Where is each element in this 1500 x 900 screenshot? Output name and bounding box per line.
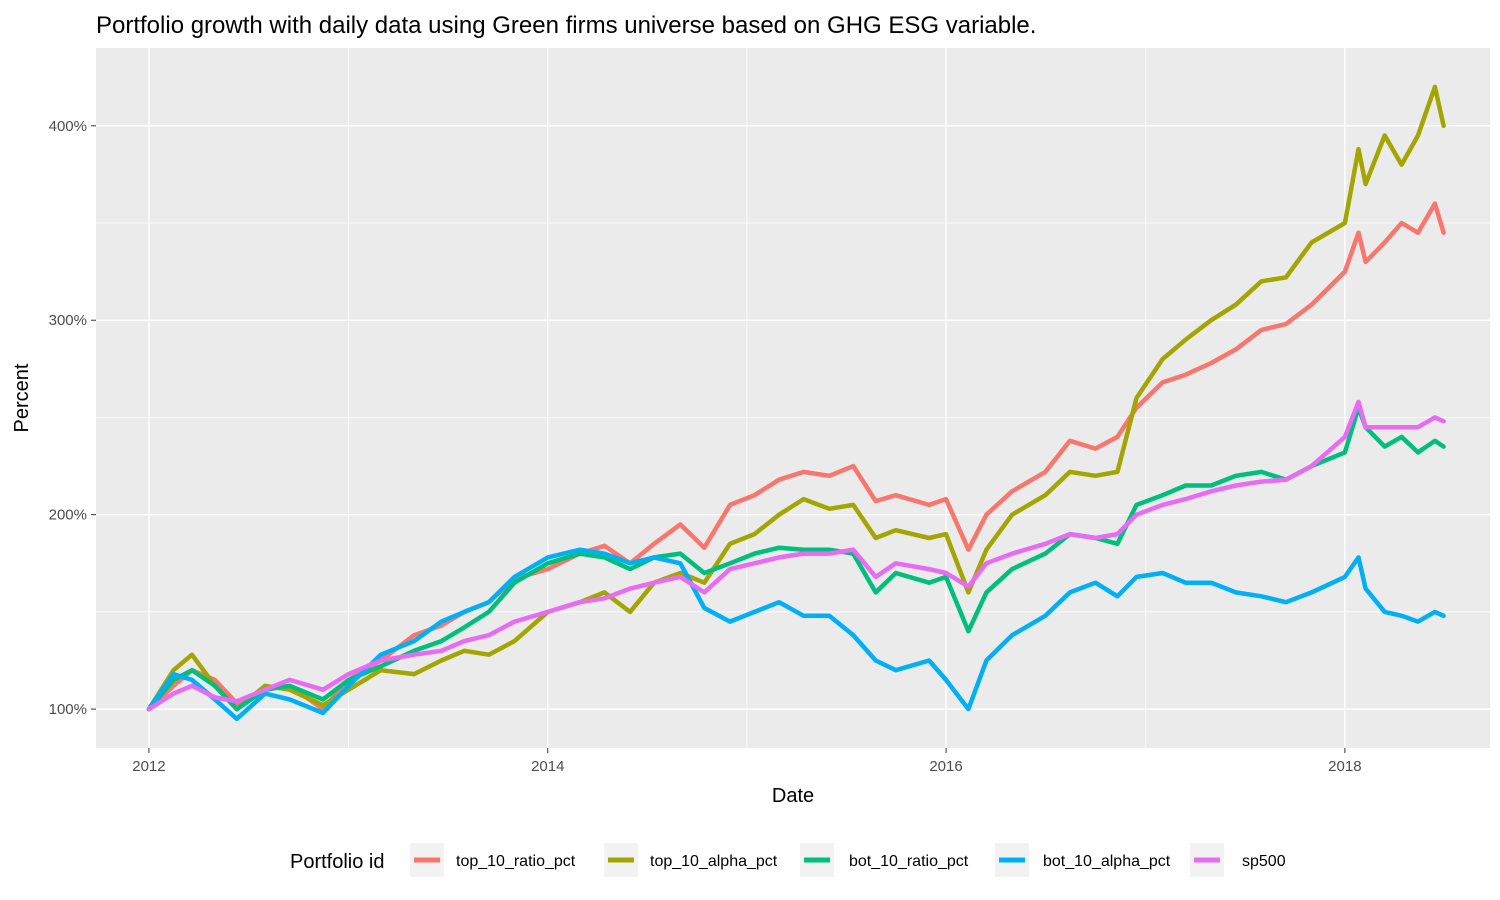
legend-label-sp500: sp500	[1242, 853, 1286, 870]
series-line-bot_10_alpha_pct	[146, 547, 1446, 722]
plot-panel	[96, 48, 1490, 748]
legend: Portfolio id top_10_ratio_pct top_10_alph…	[290, 843, 1286, 877]
x-tick-label: 2012	[132, 758, 165, 775]
series-lines	[146, 84, 1446, 722]
y-axis-title: Percent	[11, 363, 33, 432]
legend-title: Portfolio id	[290, 851, 385, 873]
y-tick-label: 300%	[49, 312, 87, 329]
x-tick-label: 2018	[1328, 758, 1361, 775]
legend-label-top_10_alpha_pct: top_10_alpha_pct	[650, 853, 778, 870]
series-line-top_10_alpha_pct	[146, 84, 1446, 712]
y-tick-label: 100%	[49, 701, 87, 718]
legend-items: top_10_ratio_pct top_10_alpha_pct bot_10_r…	[410, 843, 1286, 877]
x-tick-label: 2014	[531, 758, 564, 775]
series-line-sp500	[146, 399, 1446, 712]
y-axis: 100% 200% 300% 400%	[49, 118, 96, 718]
y-tick-label: 200%	[49, 507, 87, 524]
chart-title: Portfolio growth with daily data using G…	[96, 12, 1036, 39]
x-tick-label: 2016	[929, 758, 962, 775]
x-axis: 2012 2014 2016 2018	[132, 748, 1362, 775]
legend-label-bot_10_alpha_pct: bot_10_alpha_pct	[1043, 853, 1171, 870]
x-axis-title: Date	[772, 785, 814, 807]
legend-label-bot_10_ratio_pct: bot_10_ratio_pct	[849, 853, 969, 870]
legend-label-top_10_ratio_pct: top_10_ratio_pct	[456, 853, 576, 870]
y-tick-label: 400%	[49, 118, 87, 135]
